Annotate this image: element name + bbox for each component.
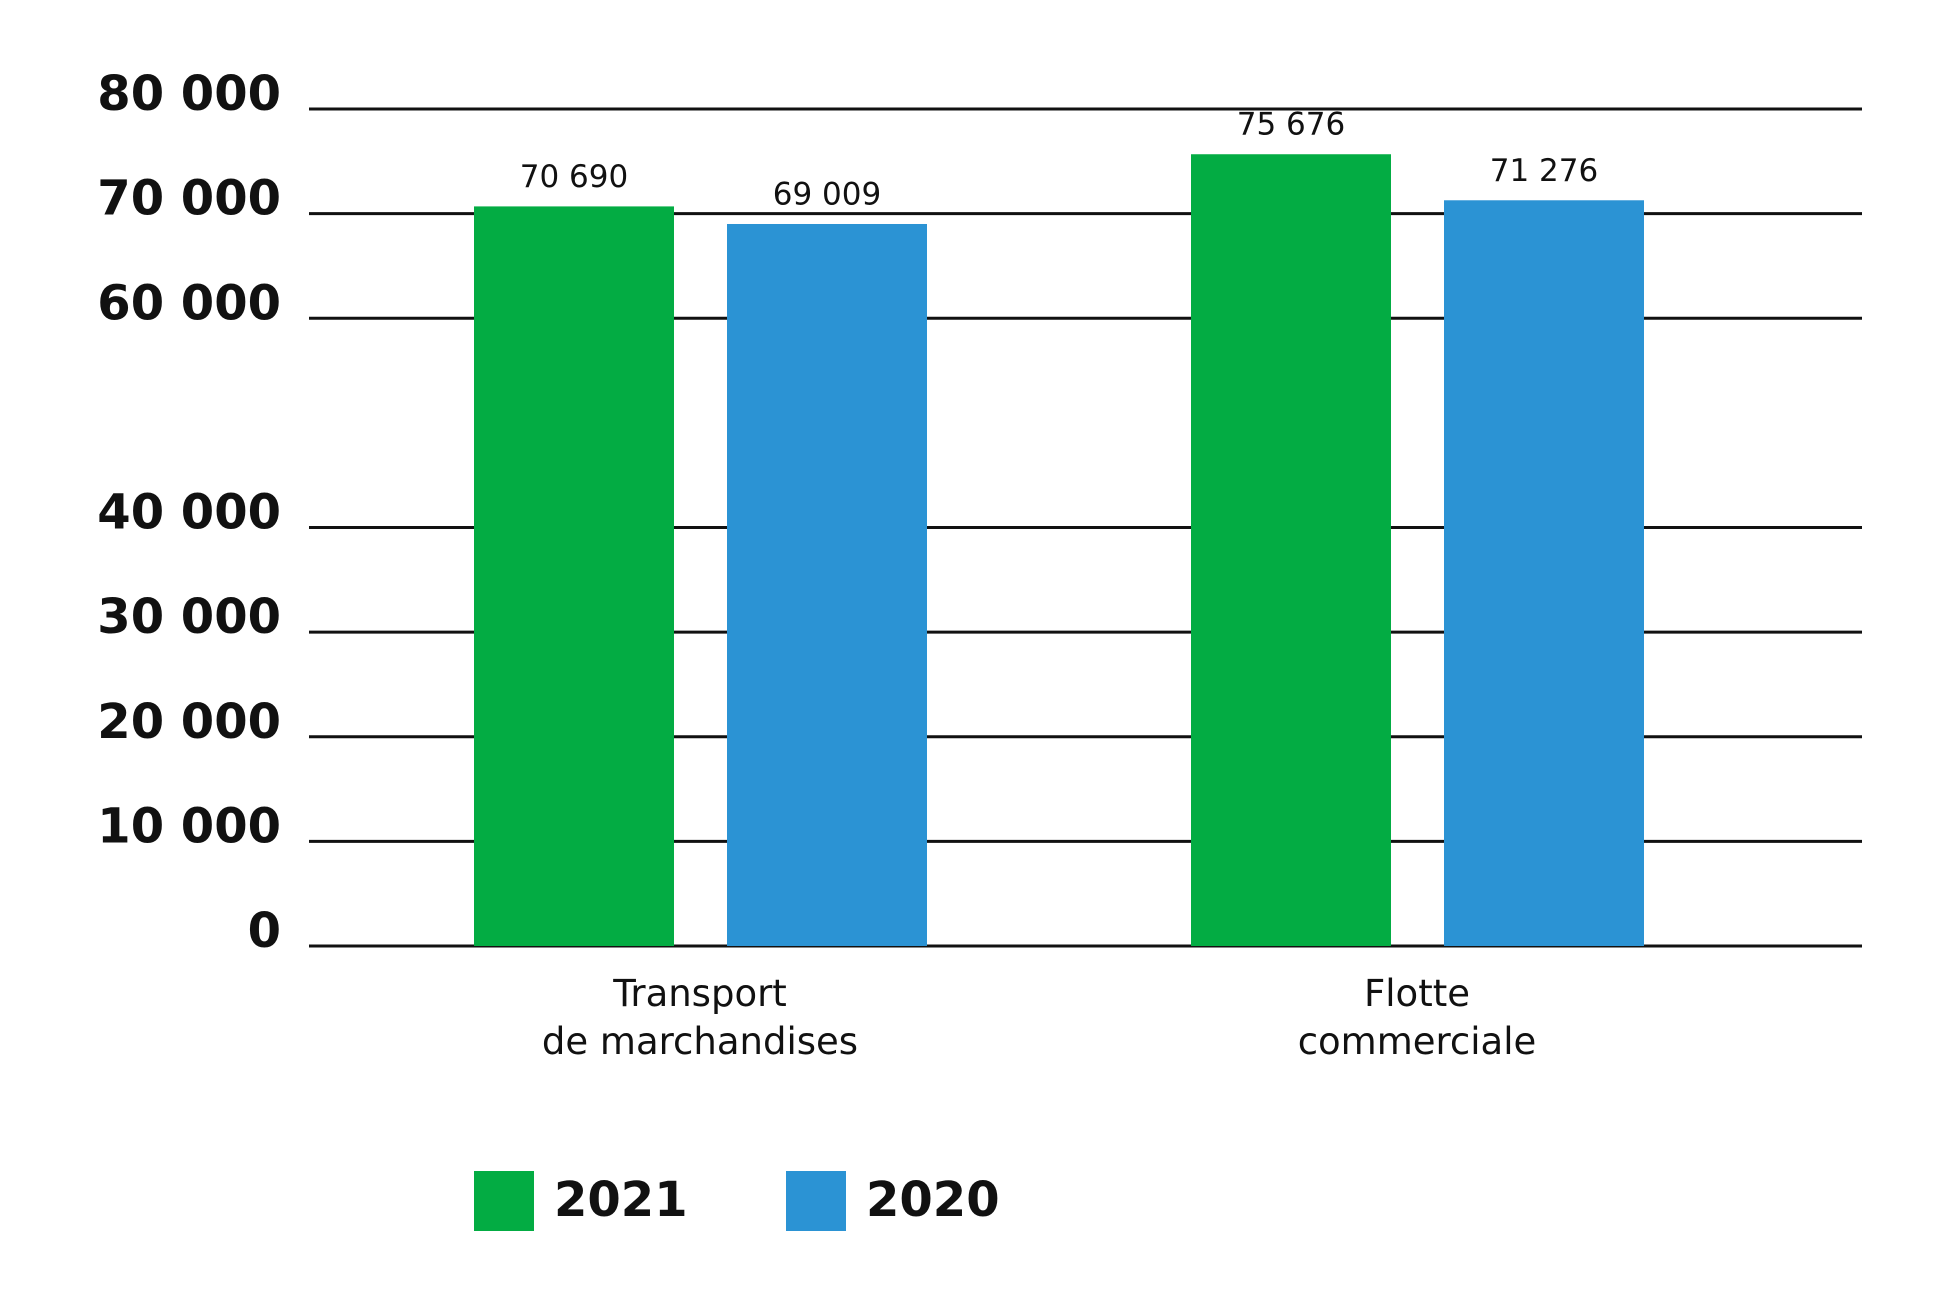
x-tick-label: Transport de marchandises bbox=[541, 972, 859, 1063]
y-tick-label: 60 000 bbox=[97, 275, 281, 331]
bar bbox=[1191, 154, 1391, 946]
legend-swatch bbox=[474, 1171, 534, 1231]
bar bbox=[1444, 200, 1644, 947]
y-tick-label: 20 000 bbox=[97, 694, 281, 750]
value-label: 69 009 bbox=[773, 176, 881, 212]
y-tick-label: 10 000 bbox=[97, 798, 281, 854]
legend-swatch bbox=[786, 1171, 846, 1231]
y-tick-label: 70 000 bbox=[97, 171, 281, 227]
legend-label: 2020 bbox=[866, 1172, 1000, 1228]
value-label: 75 676 bbox=[1237, 107, 1345, 143]
bar bbox=[727, 223, 927, 946]
value-label: 71 276 bbox=[1490, 153, 1598, 189]
y-tick-label: 30 000 bbox=[97, 589, 281, 645]
x-tick-label: Flotte commerciale bbox=[1297, 972, 1537, 1063]
y-tick-label: 80 000 bbox=[97, 66, 281, 122]
legend-label: 2021 bbox=[554, 1172, 688, 1228]
y-tick-label: 40 000 bbox=[97, 485, 281, 541]
value-label: 70 690 bbox=[520, 159, 628, 195]
y-tick-label: 0 bbox=[248, 903, 281, 959]
bar bbox=[474, 206, 674, 946]
